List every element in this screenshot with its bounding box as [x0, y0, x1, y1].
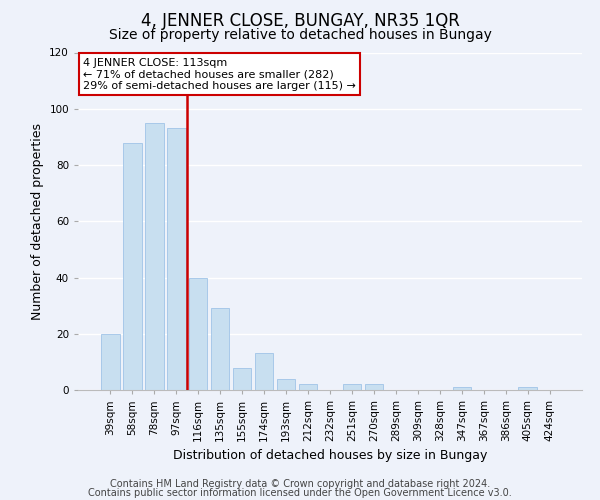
Text: Size of property relative to detached houses in Bungay: Size of property relative to detached ho… [109, 28, 491, 42]
Bar [123, 142, 142, 390]
Bar [233, 368, 251, 390]
Bar [277, 379, 295, 390]
Bar [343, 384, 361, 390]
Bar [299, 384, 317, 390]
Text: Contains HM Land Registry data © Crown copyright and database right 2024.: Contains HM Land Registry data © Crown c… [110, 479, 490, 489]
Text: 4 JENNER CLOSE: 113sqm
← 71% of detached houses are smaller (282)
29% of semi-de: 4 JENNER CLOSE: 113sqm ← 71% of detached… [83, 58, 356, 91]
Y-axis label: Number of detached properties: Number of detached properties [31, 122, 44, 320]
Bar [101, 334, 119, 390]
Bar [255, 354, 274, 390]
Text: Contains public sector information licensed under the Open Government Licence v3: Contains public sector information licen… [88, 488, 512, 498]
Bar [365, 384, 383, 390]
X-axis label: Distribution of detached houses by size in Bungay: Distribution of detached houses by size … [173, 450, 487, 462]
Bar [167, 128, 185, 390]
Bar [211, 308, 229, 390]
Bar [145, 123, 164, 390]
Bar [189, 278, 208, 390]
Bar [518, 387, 537, 390]
Bar [452, 387, 471, 390]
Text: 4, JENNER CLOSE, BUNGAY, NR35 1QR: 4, JENNER CLOSE, BUNGAY, NR35 1QR [140, 12, 460, 30]
